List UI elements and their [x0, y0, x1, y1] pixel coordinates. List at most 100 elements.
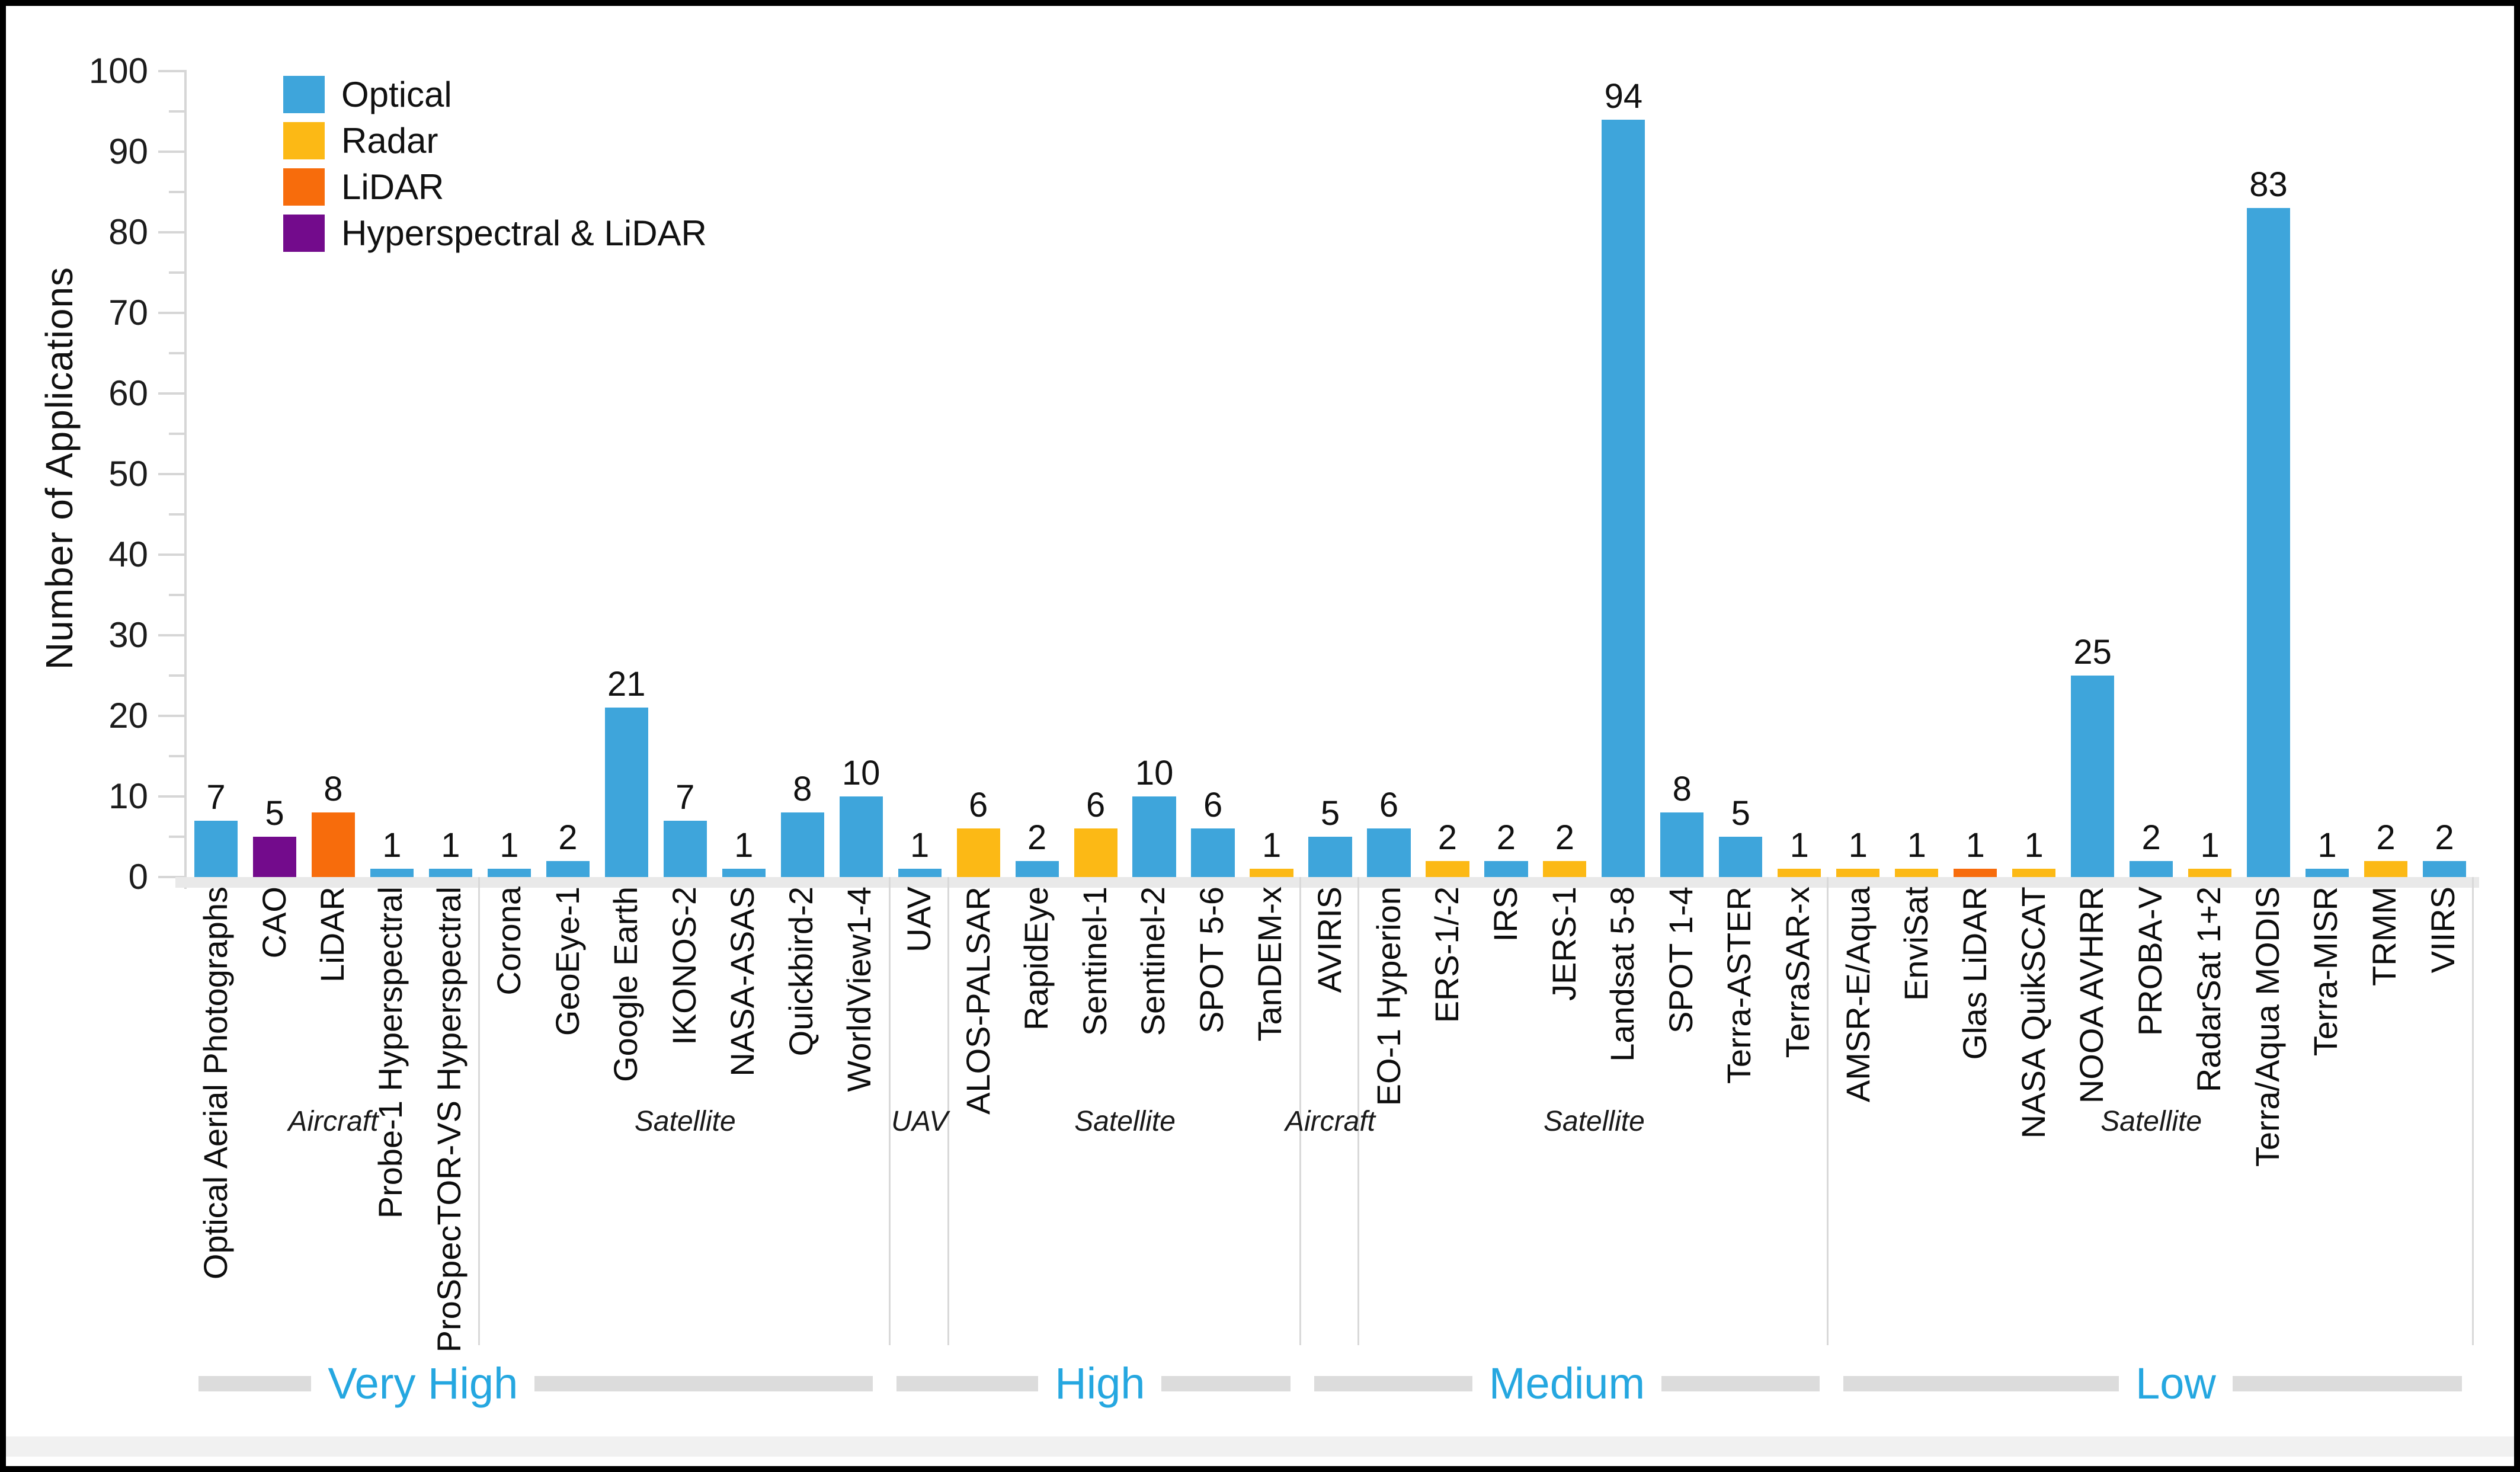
platform-group-label: Satellite: [1543, 1106, 1645, 1137]
bar-nasa-asas: [722, 869, 766, 877]
resolution-group-high: 1 UAV UAV 6 2 6 10 6 1 ALOS-PALSAR RapidEye Sentine…: [891, 71, 1301, 1356]
bar-radarsat-1-2: [2188, 869, 2232, 877]
bottom-gray-strip: [6, 1436, 2514, 1457]
x-label-slot: TanDEM-x: [1241, 877, 1299, 1041]
bar-slot-nasa-asas: 1: [715, 828, 773, 877]
x-axis-label: SPOT 1-4: [1661, 887, 1699, 1033]
x-axis-label: Terra-MISR: [2307, 887, 2345, 1057]
y-axis-tick: [158, 634, 185, 636]
bar-slot-terra-aster: 5: [1711, 796, 1770, 877]
bar-slot-quickbird-2: 8: [773, 772, 832, 877]
x-axis-label: ERS-1/-2: [1428, 887, 1466, 1023]
x-axis-label: Sentinel-1: [1075, 887, 1113, 1036]
x-axis-label: EO-1 Hyperion: [1369, 887, 1407, 1106]
bar-value-label: 1: [1965, 826, 1985, 865]
y-axis-minor-tick: [169, 594, 185, 596]
x-label-slot: IKONOS-2: [655, 877, 714, 1045]
bar-ikonos-2: [663, 820, 707, 877]
bar-value-label: 7: [206, 777, 226, 817]
x-label-slot: LiDAR: [303, 877, 361, 983]
y-axis-minor-tick: [169, 674, 185, 677]
bar-slot-terrasar-x: 1: [1770, 828, 1829, 877]
y-axis-minor-tick: [169, 755, 185, 757]
x-label-slot: Google Earth: [597, 877, 655, 1082]
x-label-slot: NASA-ASAS: [713, 877, 772, 1077]
resolution-line: [1843, 1376, 2119, 1391]
bar-slot-eo-1-hyperion: 6: [1359, 788, 1418, 877]
x-axis-label: Glas LiDAR: [1956, 887, 1994, 1060]
bar-envisat: [1895, 869, 1939, 877]
x-axis-label: Sentinel-2: [1134, 887, 1172, 1036]
bar-amsr-e-aqua: [1836, 869, 1880, 877]
x-axis-label: ProSpecTOR-VS Hyperspectral: [430, 887, 468, 1353]
x-axis-label: RadarSat 1+2: [2189, 887, 2227, 1093]
bar-terra-aqua-modis: [2246, 208, 2291, 877]
x-labels-row: AVIRIS: [1301, 877, 1360, 1345]
x-label-slot: CAO: [245, 877, 303, 958]
bar-value-label: 2: [1027, 818, 1047, 857]
bar-value-label: 1: [499, 826, 519, 865]
bar-sentinel-1: [1074, 828, 1117, 877]
bar-value-label: 1: [441, 826, 460, 865]
legend-item-lidar: LiDAR: [283, 168, 707, 206]
y-axis-tick: [158, 231, 185, 233]
x-axis-label: RapidEye: [1017, 887, 1055, 1031]
x-label-slot: PROBA-V: [2121, 877, 2180, 1036]
x-label-slot: NASA QuikSCAT: [2004, 877, 2063, 1138]
bar-slot-ers-1-2: 2: [1418, 820, 1477, 877]
bar-jers-1: [1543, 860, 1587, 877]
x-axis-label: TerraSAR-x: [1778, 887, 1816, 1058]
bar-slot-irs: 2: [1477, 820, 1535, 877]
platform-subgroup-medium-satellite: 6 2 2 2 94 8 5 1 EO-1 Hyperion ERS-1/-2 IRS JERS-1 L…: [1359, 71, 1829, 1356]
bar-value-label: 6: [1203, 786, 1223, 825]
bar-value-label: 1: [382, 826, 402, 865]
bar-slot-probe-1-hyperspectral: 1: [363, 828, 421, 877]
resolution-group-label: Medium: [1488, 1359, 1645, 1408]
bar-sentinel-2: [1132, 796, 1176, 877]
resolution-group-label: Very High: [328, 1359, 518, 1408]
y-axis-tick-label: 80: [108, 212, 148, 252]
y-axis-tick-label: 40: [108, 535, 148, 574]
x-labels-row: Optical Aerial Photographs CAO LiDAR Probe-…: [187, 877, 480, 1352]
bar-value-label: 6: [1379, 786, 1399, 825]
x-label-slot: EnviSat: [1887, 877, 1946, 1001]
platform-subgroup-very-high-satellite: 1 2 21 7 1 8 10 Corona GeoEye-1 Google Earth IKONO…: [480, 71, 891, 1356]
bar-worldview1-4: [839, 796, 883, 877]
x-label-slot: UAV: [891, 877, 947, 952]
x-axis-label: CAO: [255, 887, 293, 959]
bar-value-label: 1: [1848, 826, 1868, 865]
platform-group-label: Satellite: [634, 1106, 736, 1137]
x-label-slot: GeoEye-1: [538, 877, 597, 1036]
y-axis-minor-tick: [169, 352, 185, 354]
bar-slot-cao: 5: [245, 796, 304, 877]
y-axis-tick-label: 100: [88, 51, 148, 91]
bar-eo-1-hyperion: [1367, 828, 1411, 877]
bar-slot-alos-palsar: 6: [949, 788, 1008, 877]
bar-value-label: 1: [1907, 826, 1926, 865]
bar-value-label: 83: [2249, 165, 2288, 204]
x-axis-label: NASA QuikSCAT: [2014, 887, 2052, 1139]
x-label-slot: Quickbird-2: [772, 877, 831, 1056]
x-label-slot: JERS-1: [1535, 877, 1593, 1001]
x-axis-label: TRMM: [2365, 887, 2403, 986]
bar-irs: [1484, 860, 1528, 877]
legend-swatch-radar: [283, 122, 325, 159]
x-label-slot: ERS-1/-2: [1418, 877, 1477, 1023]
x-label-slot: WorldView1-4: [830, 877, 889, 1092]
x-axis-label: Probe-1 Hyperspectral: [372, 887, 409, 1219]
bar-spot-5-6: [1191, 828, 1235, 877]
bar-terra-misr: [2305, 869, 2349, 877]
y-axis-tick: [158, 795, 185, 798]
legend: Optical Radar LiDAR Hyperspectral & LiDAR: [283, 76, 707, 261]
legend-swatch-hyperspectral_lidar: [283, 215, 325, 252]
x-axis-label: AVIRIS: [1310, 887, 1348, 993]
bar-rapideye: [1015, 860, 1059, 877]
x-axis-label: Terra-ASTER: [1720, 887, 1758, 1084]
bar-value-label: 21: [607, 665, 646, 704]
y-axis-minor-tick: [169, 836, 185, 838]
bar-value-label: 8: [1672, 770, 1692, 809]
y-axis-tick-label: 60: [108, 373, 148, 413]
bar-value-label: 94: [1604, 76, 1643, 116]
bar-slot-optical-aerial-photographs: 7: [187, 780, 245, 877]
